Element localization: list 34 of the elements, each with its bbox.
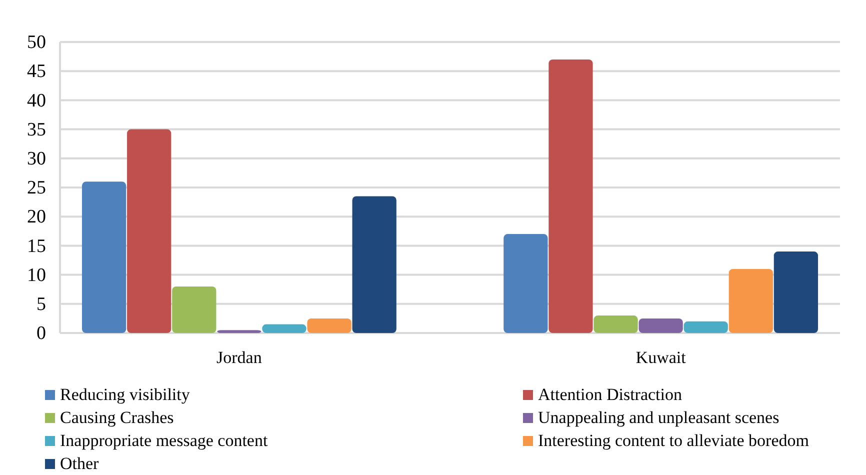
bar (728, 268, 773, 333)
bar (307, 318, 352, 333)
bar (548, 59, 593, 333)
y-tick-label: 30 (27, 148, 46, 170)
legend-label: Attention Distraction (538, 385, 682, 404)
bar (262, 324, 306, 333)
bar (127, 129, 172, 333)
legend-label: Inappropriate message content (60, 431, 268, 450)
bar (774, 252, 818, 333)
y-tick-label: 0 (36, 323, 46, 344)
y-tick-label: 50 (27, 32, 46, 54)
bar (82, 182, 126, 333)
bar (684, 321, 728, 333)
y-tick-label: 10 (27, 264, 46, 286)
legend-label: Interesting content to alleviate boredom (538, 431, 809, 450)
bar (504, 234, 548, 333)
y-tick-label: 45 (27, 61, 46, 82)
y-tick-label: 5 (36, 294, 46, 315)
legend-label: Reducing visibility (60, 385, 190, 404)
bar (217, 330, 262, 333)
bar (352, 196, 396, 333)
legend-label: Other (60, 454, 100, 473)
x-tick-label: Kuwait (636, 348, 686, 368)
bar (172, 286, 216, 333)
y-tick-label: 40 (27, 90, 46, 112)
bar (638, 318, 683, 333)
bar (594, 316, 638, 333)
y-tick-label: 35 (27, 119, 46, 140)
legend-label: Unappealing and unpleasant scenes (538, 408, 780, 427)
y-tick-label: 25 (27, 178, 46, 199)
y-tick-label: 15 (27, 236, 46, 257)
y-tick-label: 20 (27, 206, 46, 228)
x-tick-label: Jordan (216, 348, 262, 368)
legend-label: Causing Crashes (60, 408, 174, 427)
